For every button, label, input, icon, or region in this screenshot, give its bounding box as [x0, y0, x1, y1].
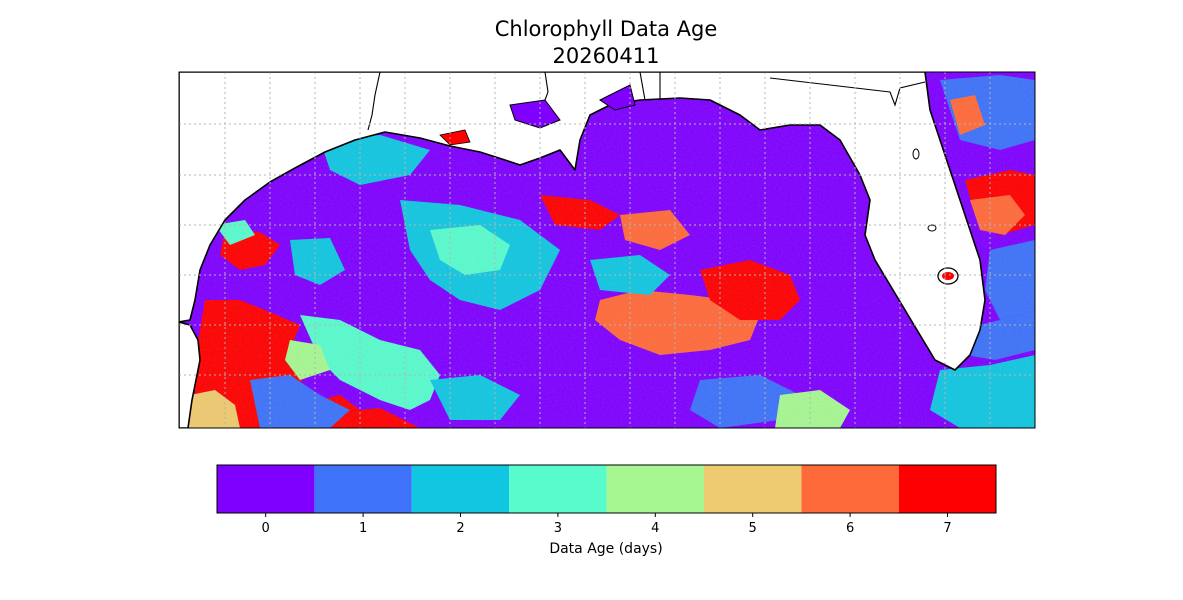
- colorbar-tick-label-7: 7: [943, 521, 952, 536]
- gridlines: [179, 72, 1035, 428]
- colorbar-tick-label-3: 3: [553, 521, 563, 536]
- colorbar-tick-label-2: 2: [456, 521, 465, 536]
- colorbar-tick-label-0: 0: [261, 521, 270, 536]
- border-la-ms: [544, 72, 549, 101]
- fl-lake-1: [912, 148, 920, 160]
- colorbar-tick-label-5: 5: [748, 521, 757, 536]
- colorbar-tick-marks: [265, 513, 948, 517]
- colorbar-swatch-5: [704, 465, 802, 513]
- colorbar-swatch-0: [217, 465, 315, 513]
- colorbar-tick-label-1: 1: [358, 521, 368, 536]
- map-panel: [179, 72, 1035, 428]
- colorbar-tick-label-6: 6: [845, 521, 855, 536]
- border-tx-la: [367, 72, 381, 131]
- mobile-bay: [599, 84, 636, 111]
- land-us-gulf-coast: [179, 72, 986, 371]
- colorbar-swatch-1: [314, 465, 412, 513]
- chart-subtitle-date: 20260411: [552, 44, 660, 68]
- colorbar-swatch-2: [411, 465, 510, 513]
- border-ms-al: [639, 72, 646, 101]
- colorbar-swatch-7: [898, 465, 996, 513]
- colorbar: [216, 464, 997, 517]
- colorbar-swatch-4: [606, 465, 704, 513]
- state-borders: [367, 72, 926, 131]
- border-fl-ga: [769, 77, 926, 107]
- colorbar-tick-label-4: 4: [651, 521, 660, 536]
- colorbar-swatch-3: [509, 465, 607, 513]
- map-frame: [178, 71, 1036, 429]
- colorbar-frame: [216, 464, 997, 514]
- colorbar-swatch-6: [801, 465, 899, 513]
- lake-okeechobee-data: [942, 272, 954, 280]
- chart-title: Chlorophyll Data Age: [494, 17, 718, 41]
- fl-lake-2: [927, 224, 937, 232]
- louisiana-lake: [439, 129, 471, 146]
- colorbar-label: Data Age (days): [549, 541, 663, 557]
